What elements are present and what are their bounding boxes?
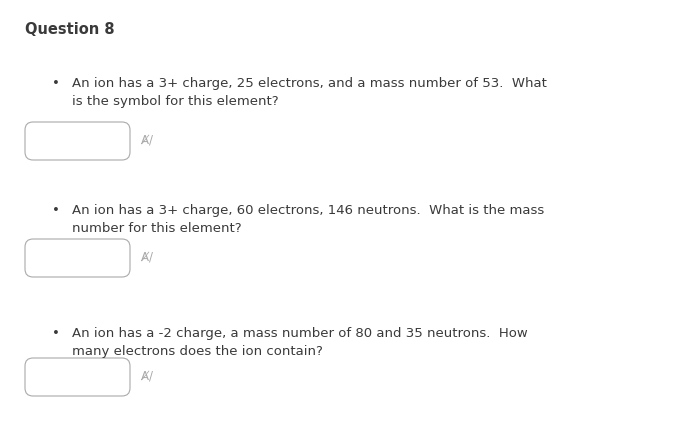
Text: A̸/: A̸/	[142, 371, 154, 384]
Text: An ion has a 3+ charge, 25 electrons, and a mass number of 53.  What
is the symb: An ion has a 3+ charge, 25 electrons, an…	[72, 77, 547, 108]
Text: A̸/: A̸/	[142, 134, 154, 147]
FancyBboxPatch shape	[25, 358, 130, 396]
Text: An ion has a 3+ charge, 60 electrons, 146 neutrons.  What is the mass
number for: An ion has a 3+ charge, 60 electrons, 14…	[72, 204, 544, 235]
FancyBboxPatch shape	[25, 122, 130, 160]
Text: •: •	[52, 204, 60, 217]
Text: •: •	[52, 327, 60, 340]
Text: An ion has a -2 charge, a mass number of 80 and 35 neutrons.  How
many electrons: An ion has a -2 charge, a mass number of…	[72, 327, 528, 358]
Text: A̸/: A̸/	[142, 251, 154, 264]
FancyBboxPatch shape	[25, 239, 130, 277]
Text: Question 8: Question 8	[25, 22, 115, 37]
Text: •: •	[52, 77, 60, 90]
